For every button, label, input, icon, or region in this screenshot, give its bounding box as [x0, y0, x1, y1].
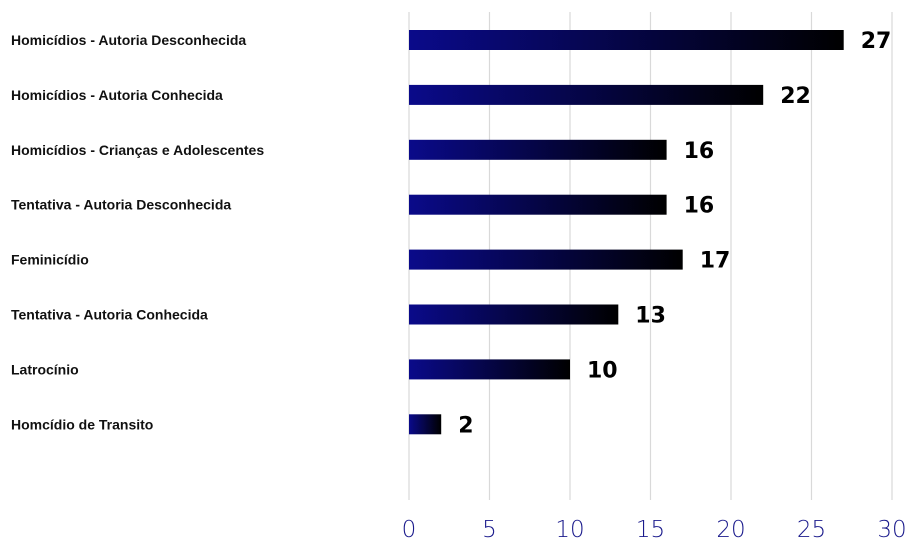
category-labels: Homicídios - Autoria Desconhecida Homicíd…	[11, 32, 264, 432]
category-label: Tentativa - Autoria Desconhecida	[11, 197, 231, 213]
category-label: Tentativa - Autoria Conhecida	[11, 307, 208, 323]
data-labels: 27 22 16 16 17 13 10 2	[458, 29, 891, 438]
category-label: Feminicídio	[11, 252, 89, 268]
bar	[409, 414, 442, 435]
bar	[409, 194, 667, 215]
data-label: 13	[635, 304, 666, 329]
bar	[409, 359, 570, 380]
data-label: 16	[684, 194, 715, 219]
x-tick-label: 15	[636, 517, 665, 539]
category-label: Homicídios - Autoria Desconhecida	[11, 32, 246, 48]
data-label: 17	[700, 249, 731, 274]
bar	[409, 84, 764, 105]
x-axis-ticks: 0 5 10 15 20 25 30	[402, 517, 907, 539]
category-label: Homicídios - Autoria Conhecida	[11, 87, 223, 103]
x-tick-label: 0	[402, 517, 417, 539]
category-label: Homcídio de Transito	[11, 416, 153, 432]
x-tick-label: 20	[716, 517, 745, 539]
bar	[409, 139, 667, 160]
data-label: 10	[587, 358, 618, 383]
x-tick-label: 25	[797, 517, 826, 539]
category-label: Latrocínio	[11, 361, 79, 377]
data-label: 2	[458, 413, 473, 438]
x-tick-label: 30	[877, 517, 906, 539]
data-label: 22	[780, 84, 811, 109]
x-tick-label: 5	[482, 517, 497, 539]
bar	[409, 304, 619, 325]
category-label: Homicídios - Crianças e Adolescentes	[11, 142, 264, 158]
bar	[409, 249, 683, 270]
data-label: 16	[684, 139, 715, 164]
bars	[409, 30, 844, 435]
x-tick-label: 10	[555, 517, 584, 539]
bar	[409, 30, 844, 50]
data-label: 27	[861, 29, 892, 54]
